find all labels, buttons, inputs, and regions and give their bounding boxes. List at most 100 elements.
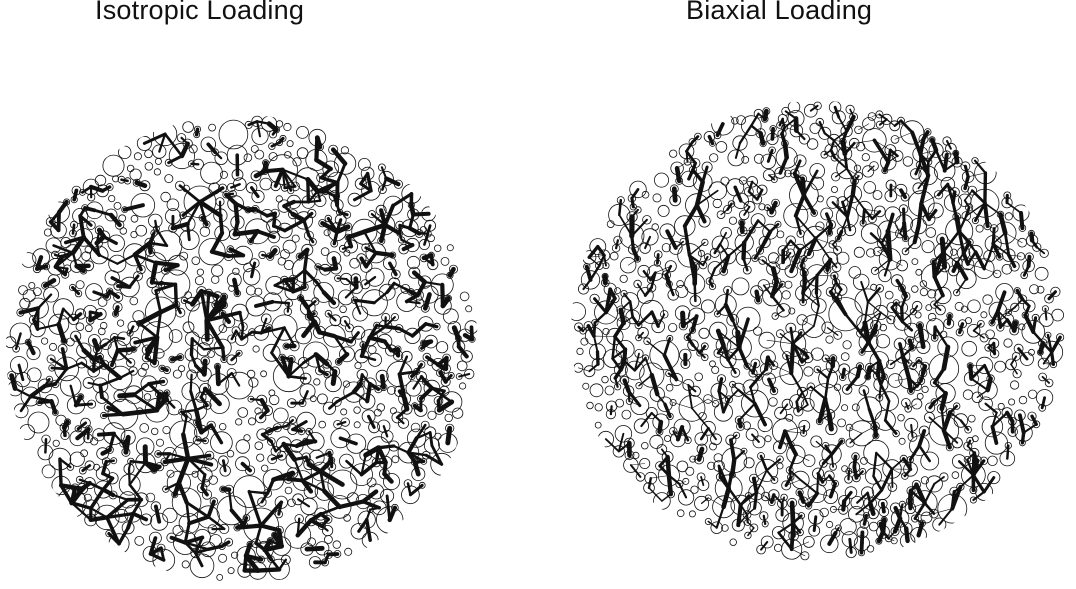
force-chain-segment	[108, 432, 116, 452]
force-chain-segment	[880, 229, 890, 245]
particle	[874, 409, 896, 431]
force-chain-segment	[864, 209, 881, 212]
particle	[76, 342, 92, 358]
particle	[641, 228, 659, 246]
force-chain-segment	[338, 210, 349, 217]
force-chain-segment	[945, 139, 952, 150]
particle	[323, 229, 331, 237]
particle	[768, 397, 778, 407]
particle	[43, 228, 52, 237]
particle	[261, 464, 269, 472]
force-chain-segment	[879, 383, 891, 403]
particle	[434, 244, 442, 252]
particle	[211, 264, 224, 277]
force-chain-segment	[383, 324, 401, 331]
force-chain-segment	[887, 230, 901, 234]
particle	[609, 372, 621, 384]
force-chain-segment	[853, 139, 875, 144]
force-chain-segment	[28, 383, 48, 399]
particle	[373, 408, 382, 417]
force-chain-segment	[370, 212, 387, 227]
force-chain-segment	[327, 450, 334, 463]
particle	[753, 108, 764, 119]
particle	[361, 409, 376, 424]
particle	[927, 202, 944, 219]
force-chain-segment	[693, 282, 697, 303]
force-chain-segment	[806, 491, 820, 508]
force-chain-segment	[608, 287, 617, 301]
particle	[921, 385, 929, 393]
force-chain-segment	[426, 224, 432, 236]
particle	[452, 407, 464, 419]
force-chain-segment	[973, 250, 987, 271]
particle	[107, 234, 125, 253]
particle	[245, 465, 256, 476]
force-chain-segment	[765, 458, 782, 472]
force-chain-segment	[891, 457, 905, 470]
particle	[154, 157, 162, 165]
force-chain-segment	[853, 175, 860, 182]
force-chain-segment	[829, 439, 844, 457]
force-chain-segment	[747, 521, 755, 529]
force-chain-segment	[54, 265, 67, 277]
particle	[94, 174, 107, 187]
force-chain-segment	[789, 500, 796, 526]
particle	[934, 286, 952, 305]
particle	[929, 378, 940, 388]
force-chain-segment	[914, 517, 924, 525]
particle	[701, 238, 709, 246]
particle	[295, 252, 304, 261]
particle	[85, 201, 104, 220]
force-chain-segment	[213, 151, 223, 160]
particle	[683, 333, 692, 342]
force-chain-segment	[407, 226, 422, 236]
particle	[182, 121, 194, 133]
particle	[179, 211, 187, 220]
force-chain-segment	[691, 398, 709, 409]
particle	[732, 135, 748, 151]
particle	[251, 189, 265, 204]
particle	[713, 348, 723, 358]
force-chain-segment	[830, 453, 835, 468]
force-chain-segment	[277, 528, 284, 549]
particle	[665, 383, 674, 392]
force-chain-segment	[213, 302, 227, 308]
force-chain-segment	[727, 388, 740, 401]
particle	[866, 248, 876, 258]
particle	[911, 285, 919, 293]
particle	[730, 367, 741, 378]
particle	[171, 441, 205, 475]
particle	[198, 238, 226, 266]
particle	[265, 275, 285, 295]
force-chain-segment	[912, 223, 921, 245]
force-chain-segment	[662, 353, 679, 382]
particle	[137, 367, 147, 377]
particle	[75, 280, 85, 290]
force-chain-segment	[771, 283, 784, 298]
force-chain-segment	[271, 211, 277, 228]
particle	[639, 242, 651, 254]
particle	[602, 328, 610, 336]
force-chain-segment	[324, 181, 339, 193]
force-chain-segment	[598, 254, 606, 267]
force-chain-segment	[933, 265, 946, 278]
force-chain-segment	[194, 536, 204, 555]
force-chain-segment	[411, 270, 428, 285]
force-chain-segment	[740, 200, 751, 208]
particle	[351, 218, 378, 245]
particle	[715, 141, 728, 153]
particle	[961, 211, 972, 221]
particle	[774, 220, 782, 228]
particle	[247, 417, 256, 426]
particle	[743, 186, 754, 197]
particle	[676, 280, 685, 288]
particle	[952, 454, 967, 469]
particle	[816, 195, 824, 203]
force-chain-segment	[886, 118, 896, 127]
force-chain-segment	[649, 271, 657, 282]
particle	[676, 460, 689, 473]
force-chain-segment	[9, 373, 18, 391]
particle	[366, 477, 377, 488]
force-chain-segment	[739, 504, 748, 516]
force-chain-segment	[315, 451, 331, 459]
